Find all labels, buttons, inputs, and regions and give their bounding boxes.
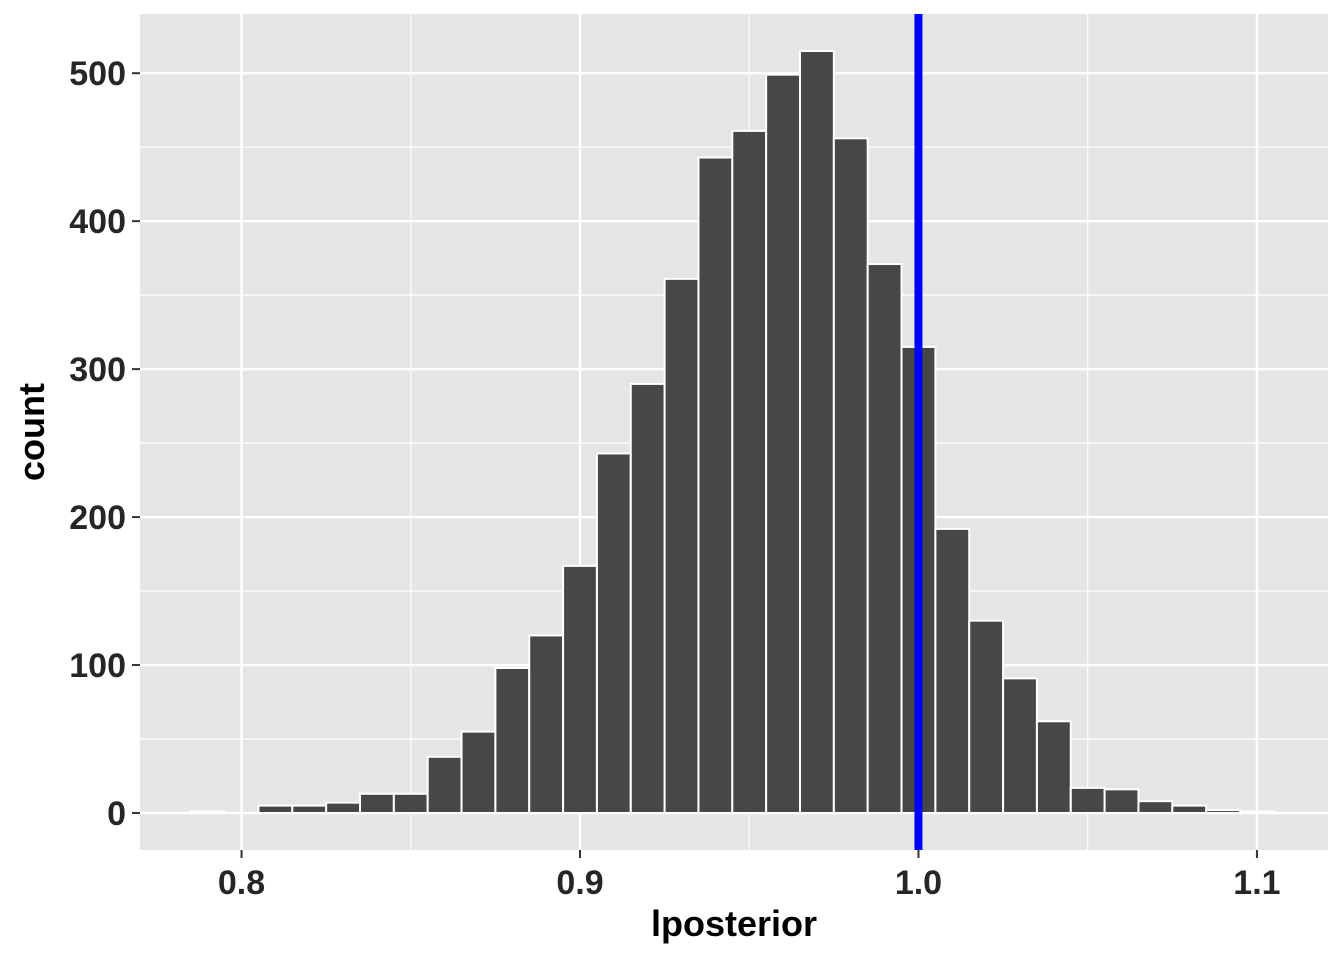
histogram-bar (765, 73, 802, 815)
histogram-bar (1171, 804, 1208, 815)
histogram-bar (562, 564, 598, 815)
histogram-bar (189, 810, 226, 815)
x-axis-title: lposterior (651, 903, 817, 944)
y-tick-label: 0 (107, 795, 126, 833)
histogram-bar (1205, 809, 1241, 815)
x-tick-label: 1.1 (1233, 864, 1280, 902)
histogram-bar (426, 755, 463, 815)
histogram-bar (257, 804, 294, 815)
histogram-bar (595, 452, 632, 815)
histogram-bar (392, 792, 429, 815)
histogram-bar (1137, 800, 1174, 815)
histogram-bar (325, 801, 361, 815)
histogram-bar (1035, 720, 1072, 815)
histogram-bar (968, 619, 1005, 815)
y-axis-title: count (11, 383, 52, 481)
x-tick-label: 0.8 (218, 864, 265, 902)
histogram-bar (1103, 788, 1140, 815)
y-tick-label: 300 (69, 351, 126, 389)
y-tick-label: 200 (69, 499, 126, 537)
histogram-bar (1239, 810, 1275, 815)
histogram-bar (494, 667, 531, 815)
histogram-bar (291, 804, 328, 815)
histogram-bar (1002, 677, 1038, 815)
y-tick-label: 400 (69, 203, 126, 241)
y-tick-label: 500 (69, 55, 126, 93)
histogram-bar (359, 792, 395, 815)
histogram-bar (629, 382, 666, 815)
histogram-bar (799, 49, 835, 815)
histogram-bars (189, 49, 1275, 815)
histogram-bar (934, 527, 971, 815)
y-axis-ticks: 0 100 200 300 400 500 (69, 55, 140, 833)
histogram-bar (528, 634, 565, 815)
histogram-bar (731, 129, 768, 815)
histogram-bar (697, 156, 734, 815)
histogram-bar (663, 277, 700, 815)
y-tick-label: 100 (69, 647, 126, 685)
x-axis-ticks: 0.8 0.9 1.0 1.1 (218, 850, 1281, 902)
histogram-bar (866, 263, 903, 815)
histogram-bar (460, 730, 497, 815)
x-tick-label: 0.9 (556, 864, 603, 902)
histogram-bar (1069, 786, 1106, 815)
x-tick-label: 1.0 (895, 864, 942, 902)
histogram-bar (832, 137, 869, 815)
